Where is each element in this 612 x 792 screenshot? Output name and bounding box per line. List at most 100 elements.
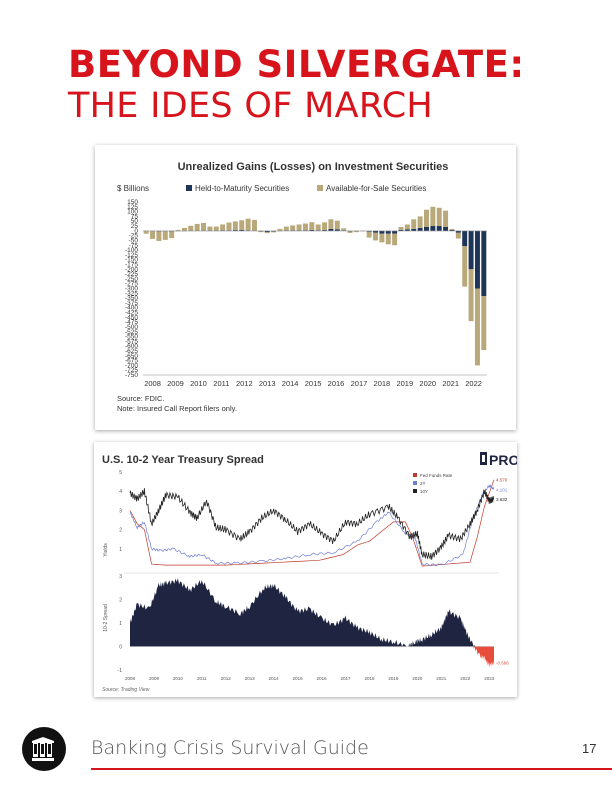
chart1-year-label: 2019: [396, 379, 413, 388]
chart1-ytick-label: 150: [127, 199, 138, 206]
chart1-year-label: 2017: [351, 379, 368, 388]
bar-afs: [436, 207, 442, 227]
legend-label-htm: Held-to-Maturity Securities: [195, 184, 289, 193]
bar-afs: [423, 209, 429, 227]
bar-htm: [290, 230, 296, 231]
top-ytick-label: 4: [119, 489, 122, 495]
chart1-ytick-label: -475: [125, 319, 138, 326]
fed-funds-end-label: 4.570: [496, 478, 508, 483]
bar-afs: [302, 223, 308, 231]
chart1-ytick-label: 100: [127, 209, 138, 216]
bar-afs: [169, 231, 175, 239]
chart2-xtick-label: 2011: [197, 676, 207, 681]
chart1-ytick-label: -75: [129, 242, 139, 249]
bar-afs: [156, 231, 162, 242]
bar-afs: [474, 288, 480, 366]
bar-htm: [443, 226, 449, 231]
bar-afs: [315, 224, 321, 231]
chart2-xtick-label: 2020: [412, 676, 423, 681]
chart1-ytick-label: -325: [125, 290, 138, 297]
bar-htm: [468, 230, 474, 270]
bottom-ytick-label: -1: [118, 668, 123, 674]
chart1-ytick-label: 0: [134, 228, 138, 235]
chart1-ytick-label: -700: [125, 362, 138, 369]
legend-swatch-htm: [186, 185, 192, 191]
chart1-year-label: 2015: [305, 379, 322, 388]
chart2-xtick-label: 2014: [269, 676, 280, 681]
chart1-ytick-label: -650: [125, 353, 138, 360]
bar-afs: [404, 224, 410, 230]
bar-afs: [245, 218, 251, 231]
spread-negative-area: [472, 646, 494, 668]
bar-htm: [264, 230, 270, 232]
chart2-xtick-label: 2008: [125, 676, 136, 681]
bar-htm: [398, 229, 404, 231]
unrealized-gains-chart-card: Unrealized Gains (Losses) on Investment …: [95, 145, 516, 430]
bar-htm: [462, 230, 468, 247]
bar-htm: [436, 226, 442, 231]
bar-htm: [328, 228, 334, 231]
chart2-xtick-label: 2021: [436, 676, 447, 681]
bar-htm: [239, 229, 245, 231]
bar-afs: [188, 225, 194, 231]
bar-afs: [277, 228, 283, 231]
bar-htm: [404, 229, 410, 231]
treasury-spread-chart: U.S. 10-2 Year Treasury Spread PRO Yield…: [102, 452, 517, 693]
bar-htm: [226, 230, 232, 231]
bar-htm: [430, 226, 436, 231]
chart1-ytick-label: -525: [125, 329, 138, 336]
chart1-ytick-label: -175: [125, 261, 138, 268]
top-panel-legend: Fed Funds Rate 2Y 10Y: [413, 473, 453, 494]
chart1-ytick-label: -275: [125, 281, 138, 288]
bar-afs: [481, 296, 487, 351]
page-number: 17: [582, 741, 597, 756]
bar-htm: [385, 230, 391, 234]
chart1-year-label: 2016: [328, 379, 345, 388]
pro-logo-text: PRO: [489, 452, 517, 468]
chart1-ytick-label: 50: [131, 218, 139, 225]
bar-afs: [207, 226, 213, 231]
bar-htm: [245, 230, 251, 231]
page-title-line-1: BEYOND SILVERGATE:: [68, 43, 525, 86]
bar-htm: [309, 229, 315, 231]
chart2-xtick-label: 2012: [221, 676, 232, 681]
chart1-year-label: 2009: [167, 379, 184, 388]
chart1-ylabel: $ Billions: [117, 184, 149, 193]
bar-htm: [392, 230, 398, 234]
chart1-ytick-label: -600: [125, 343, 138, 350]
chart1-ytick-label: -300: [125, 286, 138, 293]
chart1-ytick-label: -400: [125, 305, 138, 312]
chart1-year-label: 2014: [282, 379, 299, 388]
chart1-ytick-label: -375: [125, 300, 138, 307]
bar-afs: [150, 231, 156, 239]
bar-afs: [181, 227, 187, 231]
bar-afs: [328, 219, 334, 229]
bar-afs: [162, 231, 168, 240]
chart1-source: Source: FDIC.: [117, 394, 165, 403]
bar-htm: [423, 226, 429, 231]
2y-line: [129, 484, 495, 567]
bar-afs: [143, 230, 149, 234]
bar-htm: [232, 230, 238, 231]
chart1-ytick-label: -225: [125, 271, 138, 278]
chart2-title: U.S. 10-2 Year Treasury Spread: [102, 454, 264, 466]
chart1-ytick-label: -125: [125, 252, 138, 259]
bar-htm: [366, 230, 372, 232]
chart2-xtick-label: 2023: [484, 676, 495, 681]
top-ytick-label: 3: [119, 508, 122, 514]
bar-afs: [462, 246, 468, 287]
legend-10y: 10Y: [420, 489, 428, 494]
bar-afs: [290, 225, 296, 231]
bar-htm: [379, 230, 385, 234]
bar-afs: [271, 231, 277, 233]
chart2-xtick-label: 2015: [293, 676, 304, 681]
bar-htm: [449, 229, 455, 231]
chart1-year-label: 2022: [465, 379, 482, 388]
bar-htm: [373, 230, 379, 233]
bar-afs: [449, 228, 455, 230]
chart1-ytick-label: 125: [127, 204, 138, 211]
chart1-year-label: 2013: [259, 379, 276, 388]
chart1-ytick-label: -50: [129, 237, 139, 244]
2y-end-label: 4.101: [496, 487, 508, 492]
bar-afs: [232, 221, 238, 231]
